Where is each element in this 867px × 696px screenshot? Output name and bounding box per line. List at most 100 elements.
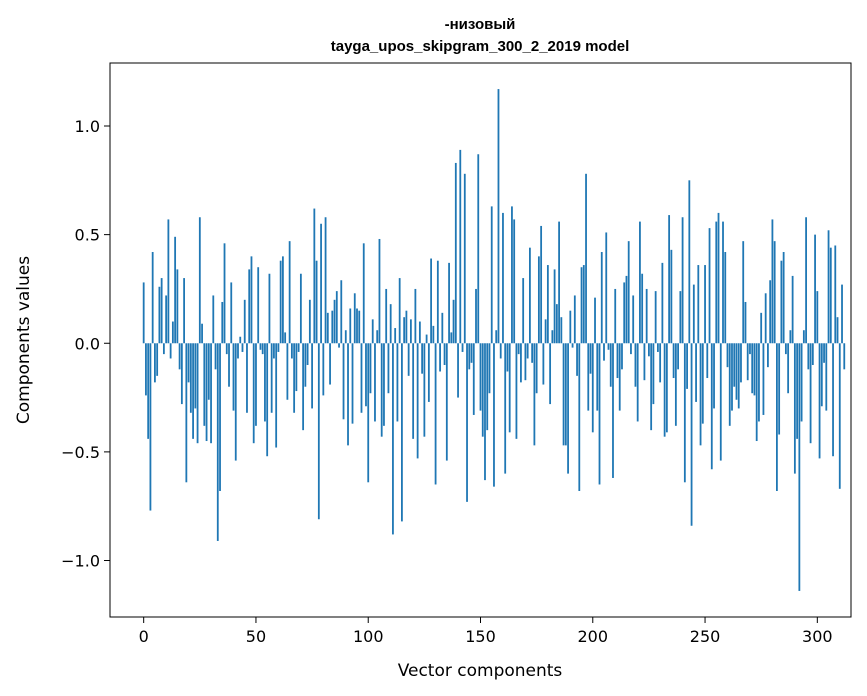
bar-96 bbox=[358, 310, 361, 344]
bar-269 bbox=[746, 343, 749, 381]
x-tick-label-1: 50 bbox=[246, 627, 266, 646]
bar-26 bbox=[201, 323, 203, 344]
bar-46 bbox=[246, 343, 248, 413]
y-tick-label-4: 1.0 bbox=[75, 117, 100, 136]
bar-276 bbox=[762, 343, 765, 415]
bar-102 bbox=[371, 319, 374, 344]
bar-234 bbox=[668, 215, 671, 344]
bar-203 bbox=[598, 343, 601, 485]
bar-19 bbox=[185, 343, 188, 483]
bar-258 bbox=[722, 221, 724, 344]
bar-91 bbox=[347, 343, 349, 446]
bar-244 bbox=[690, 343, 693, 526]
bar-169 bbox=[522, 278, 525, 344]
bar-148 bbox=[475, 288, 477, 344]
x-tick-label-4: 200 bbox=[577, 627, 608, 646]
bar-72 bbox=[304, 343, 307, 387]
bar-229 bbox=[656, 343, 659, 352]
bar-208 bbox=[609, 343, 612, 387]
bar-263 bbox=[733, 343, 736, 387]
bar-111 bbox=[392, 343, 394, 535]
bar-178 bbox=[542, 343, 545, 385]
bar-214 bbox=[623, 282, 626, 344]
bar-145 bbox=[468, 343, 471, 370]
bar-118 bbox=[407, 343, 410, 376]
bar-16 bbox=[178, 343, 181, 370]
bar-69 bbox=[297, 343, 300, 352]
bar-114 bbox=[398, 278, 401, 344]
bar-163 bbox=[508, 343, 511, 433]
bar-48 bbox=[250, 256, 253, 344]
bar-14 bbox=[174, 236, 177, 344]
bar-188 bbox=[564, 343, 567, 446]
bar-275 bbox=[760, 312, 763, 344]
bar-289 bbox=[791, 275, 794, 344]
y-axis-ticks: −1.0 −0.5 0.0 0.5 1.0 bbox=[61, 117, 110, 571]
bar-242 bbox=[686, 343, 688, 389]
bar-181 bbox=[549, 343, 552, 405]
bar-54 bbox=[264, 343, 266, 422]
bar-260 bbox=[726, 343, 729, 368]
bar-86 bbox=[335, 291, 338, 344]
bar-129 bbox=[432, 325, 435, 344]
bar-137 bbox=[450, 332, 453, 344]
chart-title-line1: -низовый bbox=[445, 16, 516, 33]
bar-236 bbox=[672, 343, 675, 379]
bar-201 bbox=[594, 297, 596, 344]
bar-84 bbox=[331, 310, 334, 344]
bar-301 bbox=[818, 343, 821, 459]
bar-95 bbox=[356, 308, 358, 344]
bar-152 bbox=[484, 343, 486, 481]
bar-70 bbox=[299, 273, 302, 344]
bar-288 bbox=[789, 330, 792, 344]
bar-189 bbox=[567, 343, 569, 474]
bar-198 bbox=[587, 343, 590, 411]
bar-1 bbox=[145, 343, 147, 396]
bar-113 bbox=[396, 343, 399, 422]
bar-27 bbox=[203, 343, 206, 426]
bar-182 bbox=[551, 330, 554, 344]
bar-250 bbox=[704, 265, 706, 344]
bar-8 bbox=[160, 278, 163, 344]
bar-267 bbox=[742, 241, 745, 344]
bar-286 bbox=[784, 343, 787, 355]
bar-76 bbox=[313, 208, 316, 344]
bar-297 bbox=[809, 343, 812, 444]
bar-110 bbox=[389, 304, 392, 344]
bar-94 bbox=[353, 293, 356, 344]
bar-252 bbox=[708, 228, 711, 344]
bar-123 bbox=[418, 321, 421, 344]
bars-group bbox=[142, 89, 846, 591]
bar-41 bbox=[234, 343, 237, 461]
bar-241 bbox=[683, 343, 686, 483]
bar-63 bbox=[284, 332, 287, 344]
bar-77 bbox=[315, 260, 318, 344]
bar-78 bbox=[317, 343, 320, 520]
bar-279 bbox=[769, 280, 772, 344]
bar-312 bbox=[843, 343, 846, 370]
bar-130 bbox=[434, 343, 437, 485]
bar-240 bbox=[681, 217, 684, 344]
bar-293 bbox=[800, 343, 803, 422]
bar-150 bbox=[479, 343, 482, 411]
bar-126 bbox=[425, 334, 428, 344]
bar-59 bbox=[275, 343, 278, 448]
bar-50 bbox=[255, 343, 257, 426]
bar-117 bbox=[405, 310, 408, 344]
bar-89 bbox=[342, 343, 345, 420]
bar-71 bbox=[302, 343, 305, 431]
bar-128 bbox=[430, 258, 432, 344]
bar-115 bbox=[401, 343, 403, 522]
bar-121 bbox=[414, 288, 417, 344]
bar-300 bbox=[816, 291, 819, 344]
bar-232 bbox=[663, 343, 666, 437]
bar-187 bbox=[562, 343, 565, 446]
bar-38 bbox=[228, 343, 230, 387]
bar-127 bbox=[427, 343, 430, 402]
chart-title-line2: tayga_upos_skipgram_300_2_2019 model bbox=[331, 38, 630, 55]
bar-284 bbox=[780, 260, 783, 344]
bar-120 bbox=[412, 343, 415, 439]
bar-37 bbox=[225, 343, 228, 355]
bar-11 bbox=[167, 219, 170, 344]
